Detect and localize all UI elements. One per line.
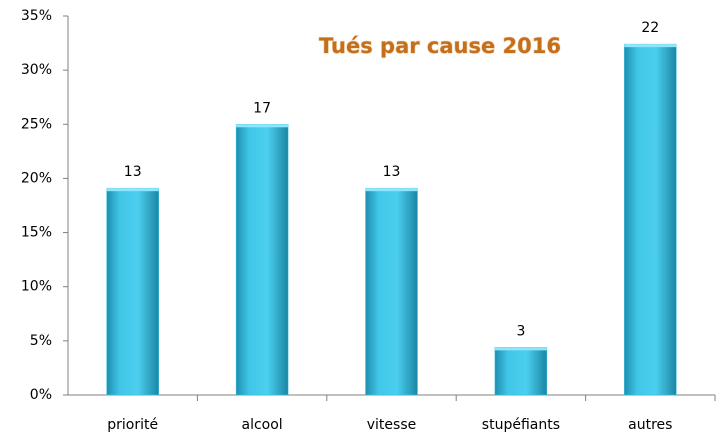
bar-cap xyxy=(236,124,289,128)
bar xyxy=(494,347,548,396)
bar-cap xyxy=(624,44,677,48)
bar xyxy=(365,187,418,396)
x-tick-label: vitesse xyxy=(367,417,416,433)
data-label: 22 xyxy=(641,20,659,36)
data-label: 13 xyxy=(124,164,142,180)
x-tick-label: alcool xyxy=(242,417,283,433)
chart-title: Tués par cause 2016 xyxy=(319,34,561,58)
data-label: 13 xyxy=(383,164,401,180)
y-tick-label: 5% xyxy=(30,333,52,349)
y-tick-label: 35% xyxy=(21,8,52,24)
y-tick-label: 25% xyxy=(21,116,52,132)
y-tick-label: 20% xyxy=(21,170,52,186)
x-tick-label: stupéfiants xyxy=(482,417,560,433)
bar xyxy=(624,43,677,396)
bar-cap xyxy=(494,347,547,351)
y-tick-label: 0% xyxy=(30,387,52,403)
y-tick-label: 15% xyxy=(21,225,52,241)
x-tick-label: autres xyxy=(628,417,672,433)
x-tick-label: priorité xyxy=(107,417,158,433)
y-tick-label: 30% xyxy=(21,62,52,78)
bar-cap xyxy=(106,188,159,192)
data-label: 3 xyxy=(516,323,525,339)
bar xyxy=(235,124,289,396)
bar-cap xyxy=(365,188,418,192)
data-label: 17 xyxy=(253,100,271,116)
y-tick-label: 10% xyxy=(21,279,52,295)
bar xyxy=(106,187,159,396)
